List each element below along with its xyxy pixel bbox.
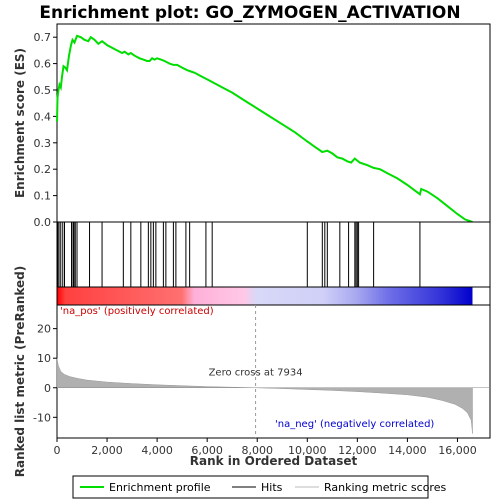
es-ylabel: Enrichment score (ES) — [13, 48, 27, 198]
enrichment-profile-line — [56, 34, 473, 223]
es-ytick-label: 0.7 — [34, 31, 52, 44]
xtick-label: 2,000 — [91, 444, 123, 457]
metric-xlabel: Rank in Ordered Dataset — [190, 454, 358, 468]
xtick-label: 4,000 — [141, 444, 173, 457]
legend-metric-label: Ranking metric scores — [324, 481, 446, 494]
legend-enrichment-label: Enrichment profile — [109, 481, 211, 494]
xtick-label: 6,000 — [191, 444, 223, 457]
zero-cross-label: Zero cross at 7934 — [209, 367, 303, 378]
xtick-label: 16,000 — [438, 444, 477, 457]
xtick-label: 14,000 — [388, 444, 427, 457]
xtick-label: 8,000 — [241, 444, 273, 457]
metric-ytick-label: 0 — [44, 382, 51, 395]
es-ytick-label: 0.5 — [34, 84, 52, 97]
legend-hits-label: Hits — [261, 481, 283, 494]
ranking-metric-area — [56, 358, 473, 434]
xtick-label: 10,000 — [288, 444, 327, 457]
metric-ytick-label: -10 — [33, 411, 51, 424]
xtick-label: 12,000 — [338, 444, 377, 457]
es-ytick-label: 0.3 — [34, 137, 52, 150]
pos-correlated-label: 'na_pos' (positively correlated) — [60, 306, 214, 317]
neg-correlated-label: 'na_neg' (negatively correlated) — [275, 419, 434, 430]
metric-panel-frame — [56, 304, 491, 439]
chart-title: Enrichment plot: GO_ZYMOGEN_ACTIVATION — [39, 3, 460, 23]
es-ytick-label: 0.4 — [34, 110, 52, 123]
hits-panel-frame — [56, 221, 491, 288]
es-ytick-label: 0.2 — [34, 163, 52, 176]
es-ytick-label: 0.6 — [34, 58, 52, 71]
es-ytick-label: 0.1 — [34, 190, 52, 203]
rank-color-bar — [57, 287, 473, 305]
metric-ylabel: Ranked list metric (PreRanked) — [13, 266, 27, 478]
metric-ytick-label: 20 — [37, 323, 51, 336]
xtick-label: 0 — [54, 444, 61, 457]
es-ytick-label: 0.0 — [34, 216, 52, 229]
metric-ytick-label: 10 — [37, 352, 51, 365]
es-panel-frame — [56, 23, 491, 223]
